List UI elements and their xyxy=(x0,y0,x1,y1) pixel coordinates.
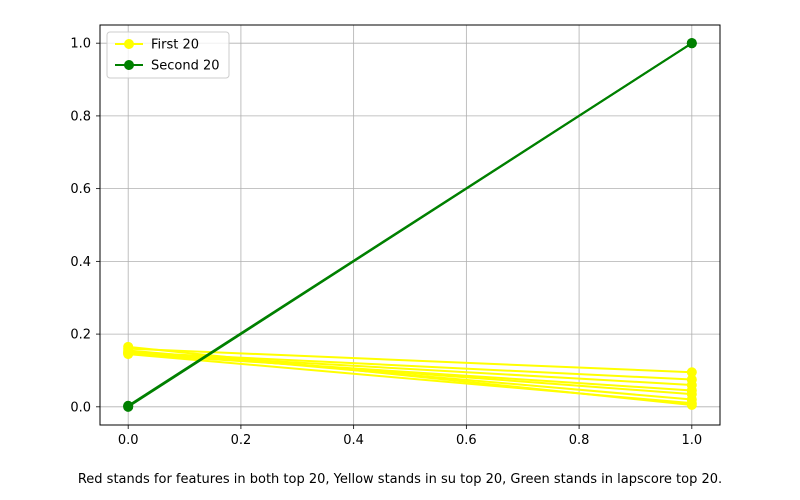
x-tick-label: 0.6 xyxy=(456,433,477,448)
data-point-marker xyxy=(686,38,697,49)
y-tick-label: 0.6 xyxy=(70,182,91,197)
x-tick-label: 0.8 xyxy=(569,433,590,448)
y-tick-label: 1.0 xyxy=(70,37,91,52)
legend-label: First 20 xyxy=(151,38,199,53)
series-line xyxy=(128,352,692,392)
plot-area-frame xyxy=(99,24,721,426)
data-point-marker xyxy=(123,401,134,412)
y-tick-label: 0.4 xyxy=(70,255,91,270)
x-tick-label: 1.0 xyxy=(681,433,702,448)
legend: First 20 Second 20 xyxy=(106,31,230,79)
data-point-marker xyxy=(123,349,134,360)
x-tick-label: 0.2 xyxy=(231,433,252,448)
legend-marker xyxy=(124,39,134,49)
series-line xyxy=(128,353,692,405)
series-line xyxy=(128,351,692,381)
y-tick-label: 0.8 xyxy=(70,109,91,124)
data-point-marker xyxy=(686,398,697,409)
legend-label: Second 20 xyxy=(151,59,220,74)
data-point-marker xyxy=(686,367,697,378)
series-line xyxy=(127,42,693,408)
legend-marker xyxy=(124,60,134,70)
x-tick-label: 0.4 xyxy=(343,433,364,448)
y-tick-label: 0.0 xyxy=(70,400,91,415)
y-tick-label: 0.2 xyxy=(70,328,91,343)
axis-ticks: 0.0 0.2 0.4 0.6 0.8 1.0 0.0 0.2 0.4 0.6 0.8 1.0 xyxy=(70,37,702,448)
figure-caption: Red stands for features in both top 20, … xyxy=(77,472,723,487)
plot-data xyxy=(123,38,697,412)
x-tick-label: 0.0 xyxy=(118,433,139,448)
series-line xyxy=(128,352,692,386)
grid xyxy=(100,25,720,425)
data-point-marker xyxy=(686,385,697,396)
series-line xyxy=(128,347,692,374)
